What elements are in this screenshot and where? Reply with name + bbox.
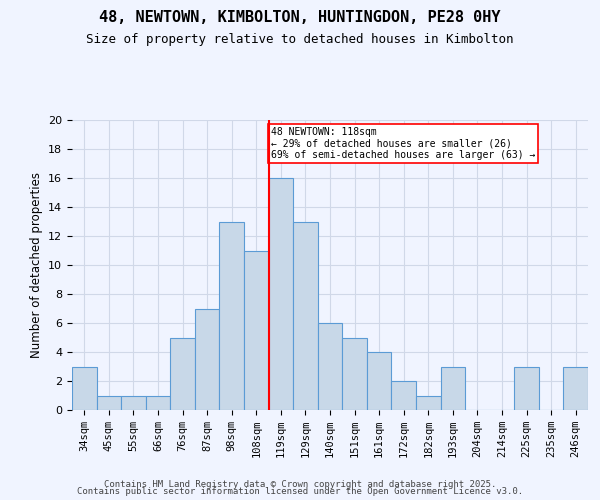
Bar xyxy=(146,396,170,410)
Bar xyxy=(72,366,97,410)
Bar xyxy=(170,338,195,410)
Bar xyxy=(416,396,440,410)
Bar xyxy=(97,396,121,410)
Y-axis label: Number of detached properties: Number of detached properties xyxy=(29,172,43,358)
Bar xyxy=(244,250,269,410)
Bar xyxy=(269,178,293,410)
Text: 48 NEWTOWN: 118sqm
← 29% of detached houses are smaller (26)
69% of semi-detache: 48 NEWTOWN: 118sqm ← 29% of detached hou… xyxy=(271,127,535,160)
Bar xyxy=(121,396,146,410)
Bar xyxy=(440,366,465,410)
Bar xyxy=(195,308,220,410)
Bar xyxy=(367,352,391,410)
Bar xyxy=(342,338,367,410)
Bar xyxy=(514,366,539,410)
Bar xyxy=(318,323,342,410)
Bar xyxy=(220,222,244,410)
Bar xyxy=(391,381,416,410)
Text: Contains public sector information licensed under the Open Government Licence v3: Contains public sector information licen… xyxy=(77,488,523,496)
Text: Size of property relative to detached houses in Kimbolton: Size of property relative to detached ho… xyxy=(86,32,514,46)
Bar xyxy=(563,366,588,410)
Text: 48, NEWTOWN, KIMBOLTON, HUNTINGDON, PE28 0HY: 48, NEWTOWN, KIMBOLTON, HUNTINGDON, PE28… xyxy=(99,10,501,25)
Text: Contains HM Land Registry data © Crown copyright and database right 2025.: Contains HM Land Registry data © Crown c… xyxy=(104,480,496,489)
Bar xyxy=(293,222,318,410)
